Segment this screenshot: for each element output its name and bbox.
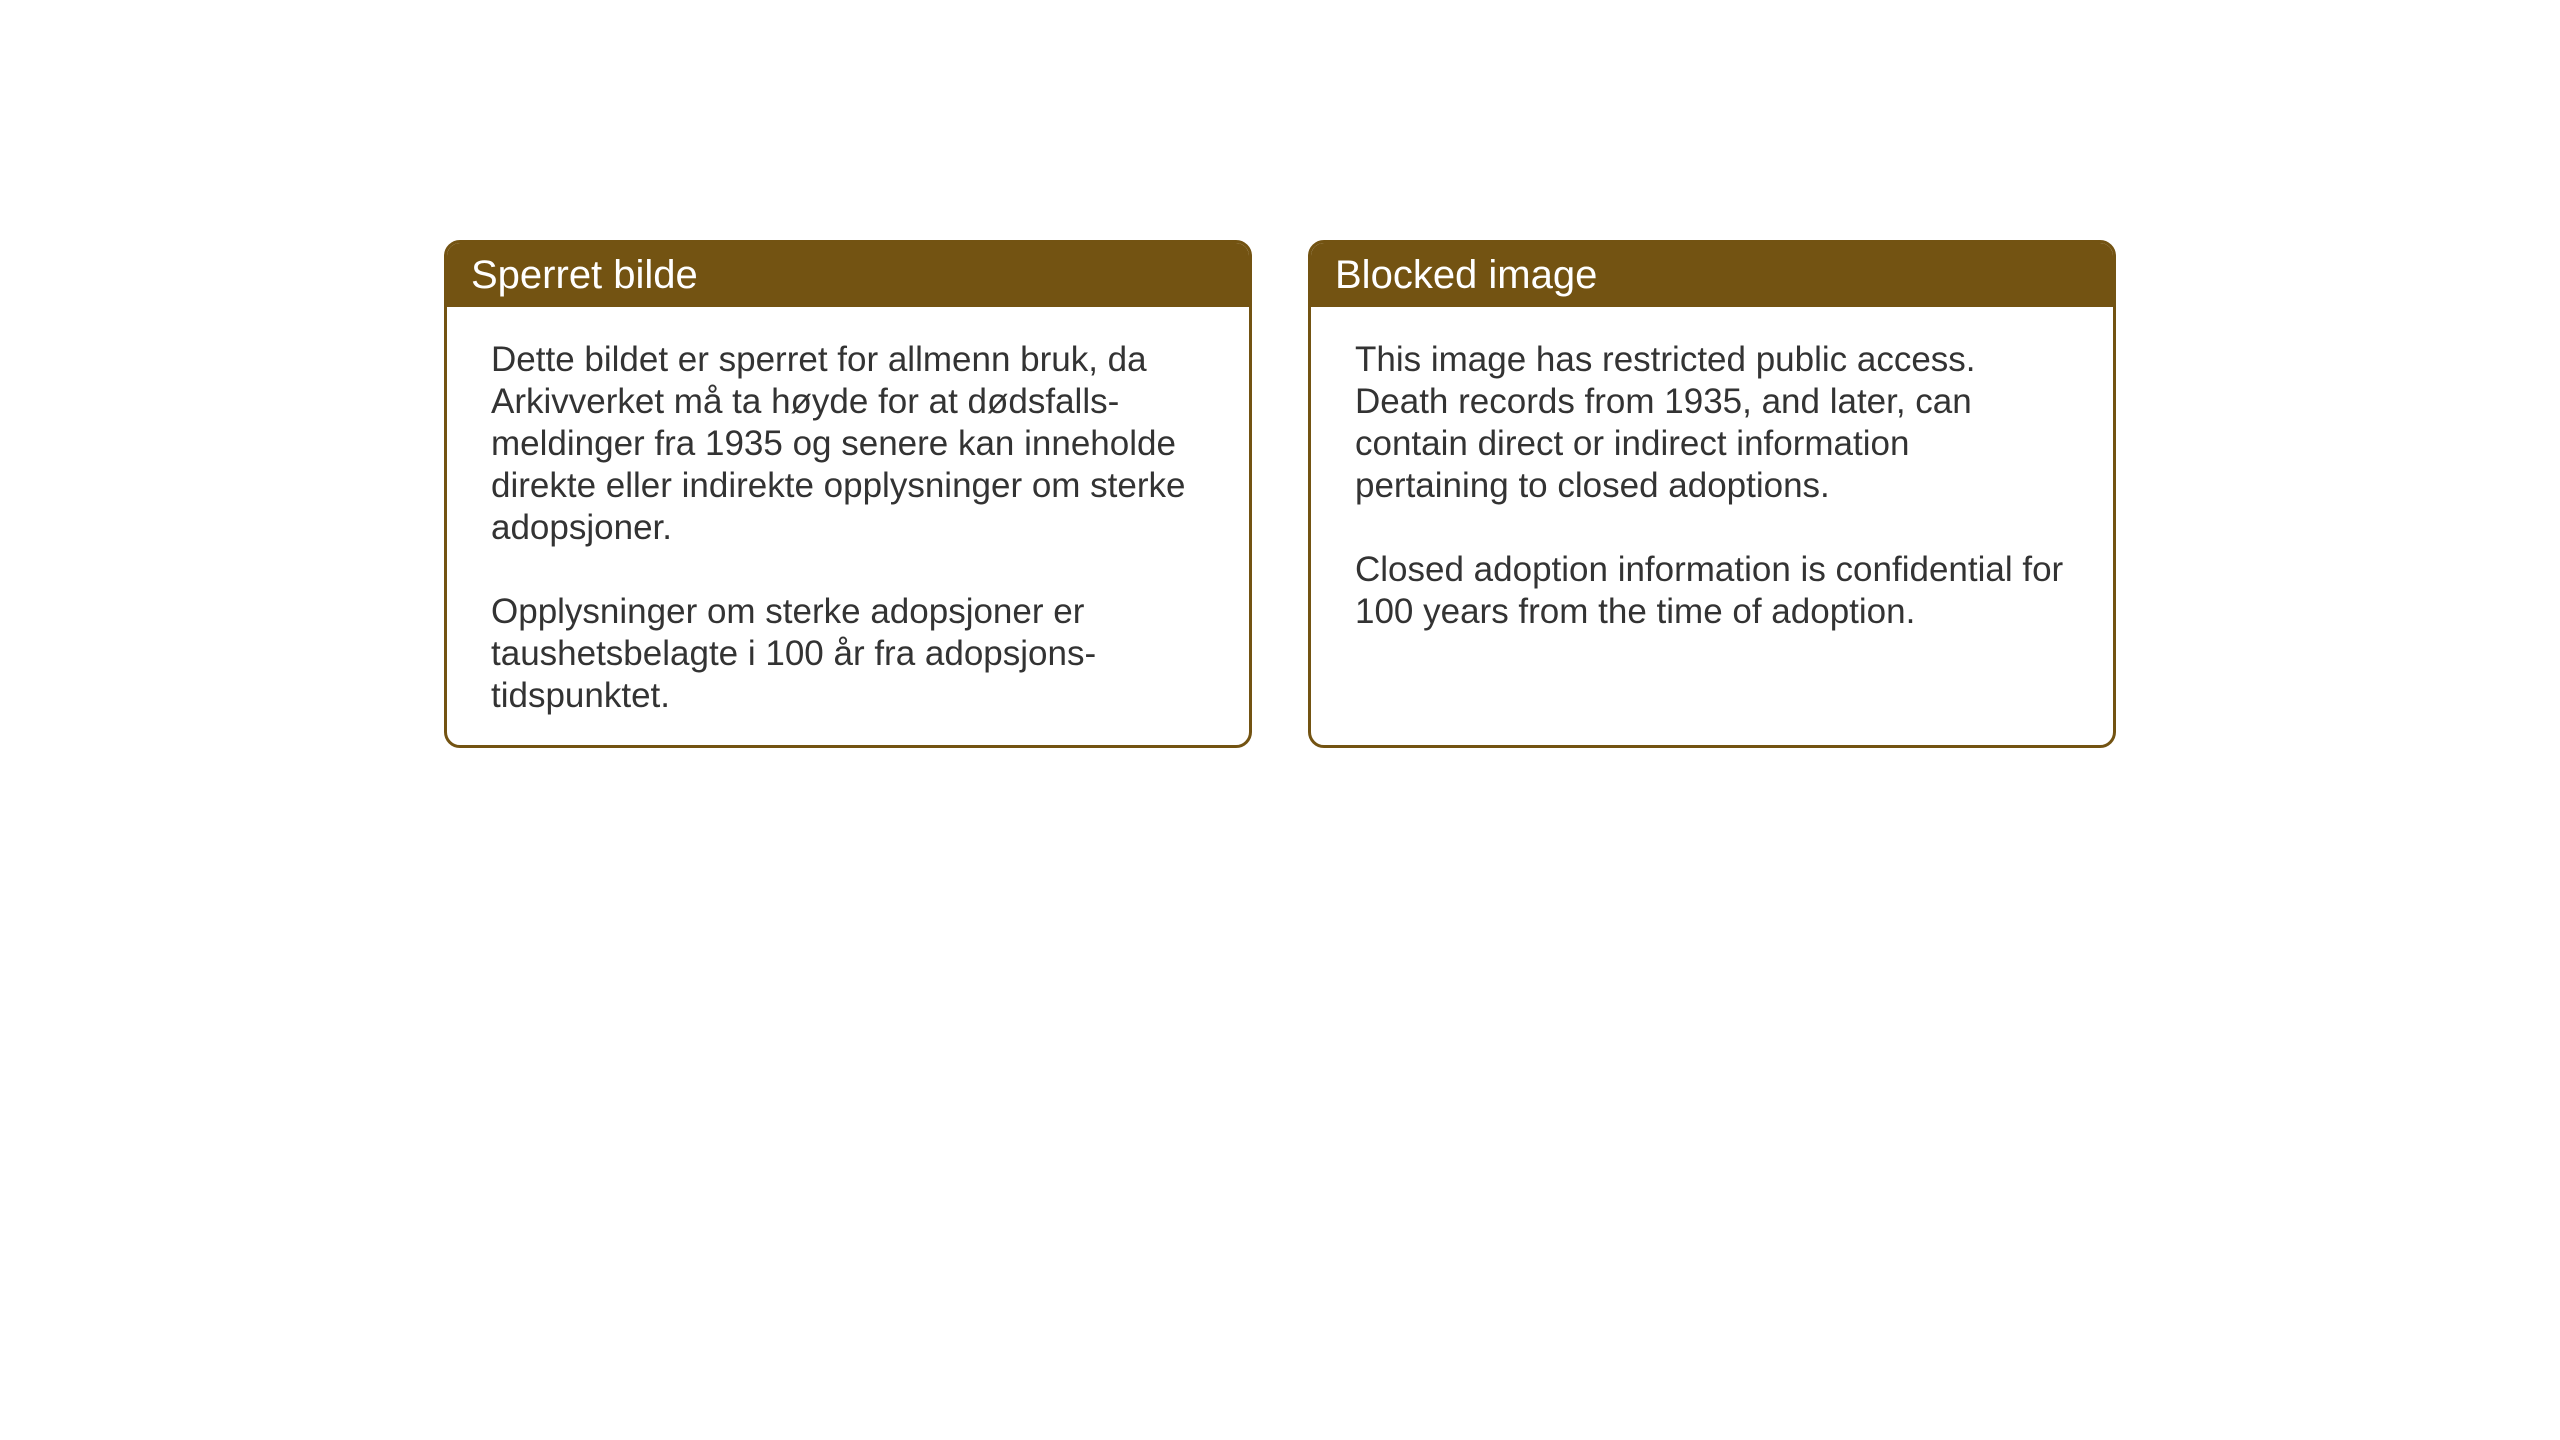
card-english-paragraph-1: This image has restricted public access.… (1355, 339, 2069, 507)
card-norwegian-header: Sperret bilde (447, 243, 1249, 307)
card-english-title: Blocked image (1335, 253, 1597, 298)
card-english-body: This image has restricted public access.… (1311, 307, 2113, 665)
card-norwegian-title: Sperret bilde (471, 253, 698, 298)
card-english: Blocked image This image has restricted … (1308, 240, 2116, 748)
card-norwegian: Sperret bilde Dette bildet er sperret fo… (444, 240, 1252, 748)
card-norwegian-paragraph-1: Dette bildet er sperret for allmenn bruk… (491, 339, 1205, 549)
card-norwegian-paragraph-2: Opplysninger om sterke adopsjoner er tau… (491, 591, 1205, 717)
card-norwegian-body: Dette bildet er sperret for allmenn bruk… (447, 307, 1249, 748)
card-english-header: Blocked image (1311, 243, 2113, 307)
cards-container: Sperret bilde Dette bildet er sperret fo… (0, 0, 2560, 748)
card-english-paragraph-2: Closed adoption information is confident… (1355, 549, 2069, 633)
